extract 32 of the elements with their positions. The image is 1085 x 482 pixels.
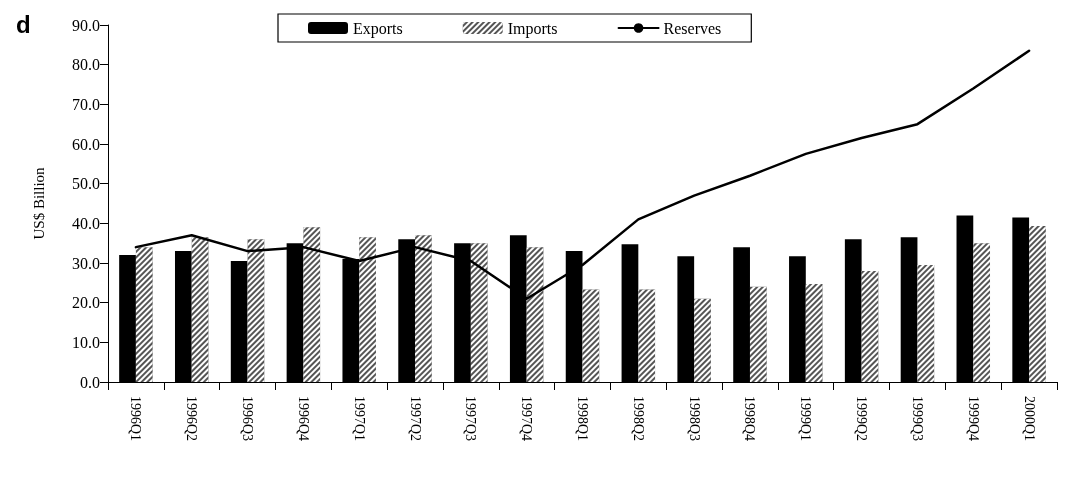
x-tick-label: 1999Q1 [798, 396, 814, 442]
y-axis-title: US$ Billion [30, 166, 47, 240]
x-tick-label: 1998Q4 [742, 396, 758, 442]
y-tick-label: 10.0 [72, 333, 100, 351]
y-tick-label: 40.0 [72, 214, 100, 232]
x-tick-label: 1998Q3 [686, 396, 702, 442]
x-tick-label: 1999Q2 [854, 396, 870, 442]
x-tick-label: 1996Q1 [128, 396, 144, 442]
x-tick-label: 1997Q2 [407, 396, 423, 442]
x-tick-label: 1998Q2 [630, 396, 646, 442]
legend-label: Reserves [663, 19, 722, 37]
x-tick-label: 2000Q1 [1021, 396, 1037, 442]
x-tick-label: 1997Q3 [463, 396, 479, 442]
y-tick-label: 60.0 [72, 135, 100, 153]
y-tick-label: 30.0 [72, 254, 100, 272]
x-tick-label: 1996Q4 [295, 396, 311, 442]
y-tick-label: 20.0 [72, 294, 100, 312]
y-tick-label: 70.0 [72, 95, 100, 113]
x-tick-label: 1996Q2 [184, 396, 200, 442]
y-tick-label: 80.0 [72, 56, 100, 74]
x-tick-label: 1998Q1 [575, 396, 590, 442]
x-tick-label: 1999Q3 [909, 396, 925, 442]
legend-label: Exports [353, 19, 403, 38]
y-tick-label: 90.0 [72, 16, 100, 34]
text: d [16, 10, 31, 38]
x-tick-label: 1997Q4 [519, 396, 535, 442]
x-tick-label: 1997Q1 [351, 396, 367, 442]
y-tick-label: 50.0 [72, 175, 100, 193]
x-tick-label: 1996Q3 [240, 396, 256, 442]
y-tick-label: 0.0 [80, 373, 100, 391]
legend-label: Imports [507, 19, 558, 38]
x-tick-label: 1999Q4 [965, 396, 981, 442]
